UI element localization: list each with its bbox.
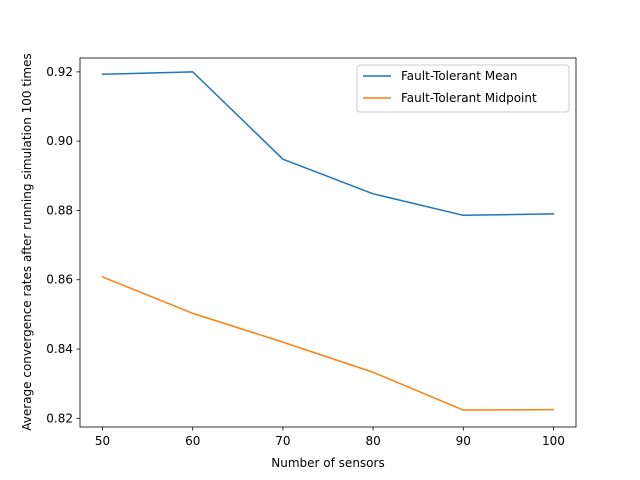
legend: Fault-Tolerant Mean Fault-Tolerant Midpoi… — [356, 64, 570, 113]
x-tick-label: 100 — [542, 434, 565, 448]
legend-box — [356, 64, 570, 113]
x-tick-label: 90 — [456, 434, 471, 448]
y-tick-label: 0.86 — [46, 273, 73, 287]
series-layer — [101, 71, 555, 411]
y-tick-label: 0.88 — [46, 203, 73, 217]
x-tick-label: 80 — [365, 434, 380, 448]
y-axis-label: Average convergence rates after running … — [20, 53, 34, 430]
legend-label-0: Fault-Tolerant Mean — [401, 69, 517, 83]
y-tick-label: 0.90 — [46, 134, 73, 148]
series-line-1 — [101, 275, 555, 411]
y-tick-label: 0.82 — [46, 411, 73, 425]
x-tick-label: 50 — [95, 434, 110, 448]
plot-frame — [79, 57, 577, 428]
x-axis-label: Number of sensors — [271, 456, 384, 470]
x-tick-label: 60 — [185, 434, 200, 448]
axes-layer: 50 60 70 80 90 100 0.82 0.84 0.86 0.88 0.90 0.92 — [46, 57, 577, 448]
series-line-0 — [101, 71, 555, 217]
legend-label-1: Fault-Tolerant Midpoint — [401, 91, 537, 105]
y-tick-label: 0.84 — [46, 342, 73, 356]
y-tick-label: 0.92 — [46, 65, 73, 79]
x-tick-label: 70 — [275, 434, 290, 448]
